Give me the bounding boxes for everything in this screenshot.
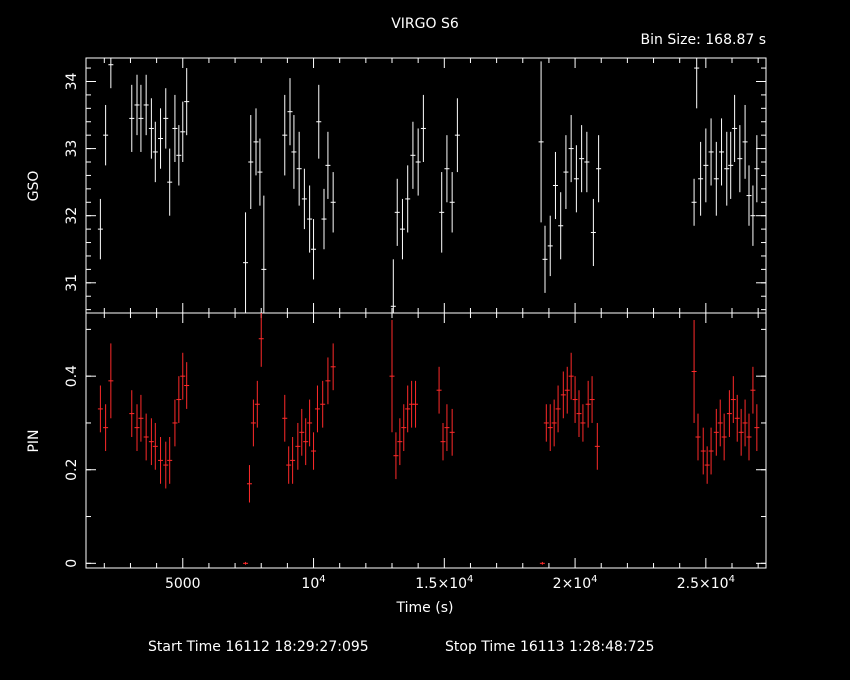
start-time-label: Start Time 16112 18:29:27:095: [148, 639, 369, 655]
x-tick-exponent: 4: [319, 574, 325, 585]
x-tick-label: 5000: [165, 576, 201, 592]
y-tick-label: 0.4: [64, 365, 80, 387]
y-tick-label: 31: [64, 274, 80, 292]
x-tick-exponent: 4: [591, 574, 597, 585]
pin-axis-label: PIN: [26, 429, 42, 452]
chart-title: VIRGO S6: [391, 16, 459, 32]
panel-frame: [85, 312, 767, 569]
stop-time-label: Stop Time 16113 1:28:48:725: [445, 639, 654, 655]
x-tick-label: 2.5×104: [677, 574, 735, 592]
x-tick-label: 2×104: [553, 574, 598, 592]
y-tick-label: 0.2: [64, 459, 80, 481]
panel-frame: [85, 57, 767, 314]
gso-axis-label: GSO: [26, 171, 42, 202]
x-tick-label: 104: [301, 574, 325, 592]
y-tick-label: 32: [64, 207, 80, 225]
pin-panel: 0 0.2 0.4: [64, 312, 767, 569]
x-tick-label: 1.5×104: [415, 574, 473, 592]
y-tick-label: 0: [64, 559, 80, 568]
x-axis-label: Time (s): [396, 600, 454, 616]
y-tick-label: 33: [64, 140, 80, 158]
x-tick-exponent: 4: [467, 574, 473, 585]
x-tick-exponent: 4: [729, 574, 735, 585]
data-series-pin: [97, 313, 760, 565]
y-tick-label: 34: [64, 72, 80, 90]
gso-panel: 31 32 33 34: [64, 57, 767, 314]
x-axis: 5000 104 1.5×104 2×104 2.5×104: [165, 574, 735, 592]
data-series-gso: [97, 58, 760, 313]
bin-size-label: Bin Size: 168.87 s: [641, 32, 766, 48]
